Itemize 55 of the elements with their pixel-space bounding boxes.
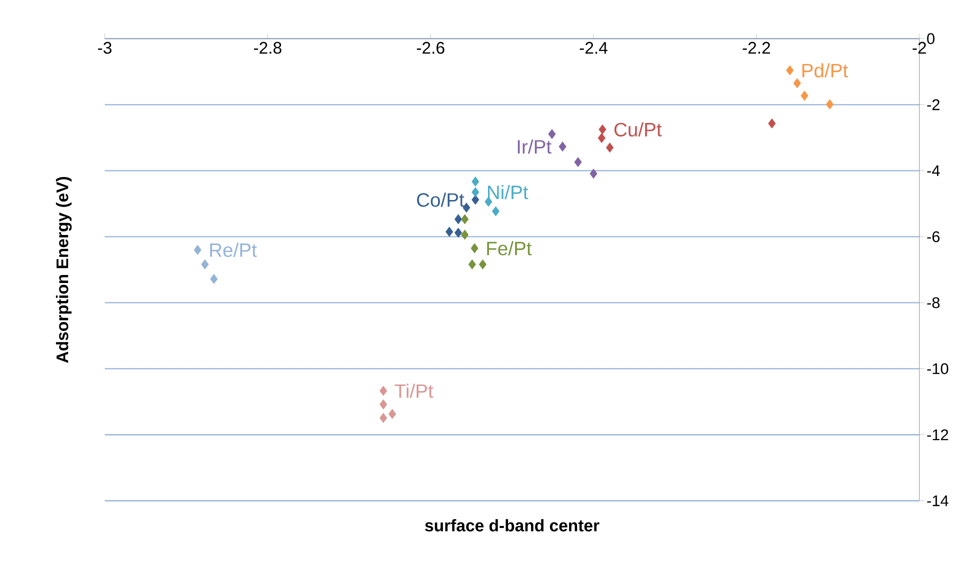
- point: [380, 386, 388, 396]
- y-tick-label: 0: [927, 33, 935, 44]
- y-tick-label: -10: [927, 363, 948, 374]
- x-tick-label: -2.2: [742, 42, 770, 54]
- point: [574, 157, 582, 168]
- point: [478, 260, 486, 270]
- x-tick-label: -2.8: [254, 42, 282, 54]
- point: [492, 206, 500, 216]
- point: [454, 214, 462, 224]
- point: [598, 124, 606, 134]
- point: [786, 66, 794, 76]
- point: [461, 230, 469, 240]
- series-label: Ir/Pt: [518, 140, 552, 154]
- y-tick-label: -6: [927, 231, 940, 242]
- y-tick-label: -14: [927, 496, 948, 506]
- point: [454, 228, 462, 238]
- point: [793, 78, 801, 88]
- y-tick-label: -8: [927, 297, 940, 308]
- y-axis-title: Adsorption Energy (eV): [56, 177, 72, 363]
- series-label: Pd/Pt: [802, 63, 848, 78]
- point: [194, 245, 202, 255]
- point: [548, 129, 556, 140]
- series-label: Re/Pt: [210, 242, 257, 258]
- point: [472, 194, 480, 205]
- point: [380, 400, 388, 410]
- point: [388, 409, 396, 419]
- series-label: Fe/Pt: [487, 241, 532, 256]
- point: [558, 142, 566, 152]
- point: [380, 413, 388, 423]
- point: [472, 187, 480, 198]
- point: [826, 100, 834, 110]
- point: [210, 274, 218, 284]
- point: [446, 227, 454, 237]
- x-tick-label: -2: [912, 42, 926, 54]
- point: [201, 260, 209, 270]
- x-tick-label: -3: [98, 42, 112, 54]
- series-label: Ti/Pt: [394, 384, 434, 398]
- point: [768, 118, 776, 129]
- x-tick-label: -2.4: [580, 42, 608, 54]
- point: [598, 133, 606, 144]
- point: [606, 142, 614, 153]
- y-tick-label: -4: [927, 166, 940, 176]
- point: [472, 176, 480, 187]
- point: [800, 91, 808, 101]
- series-label: Co/Pt: [417, 192, 464, 207]
- series-label: Ni/Pt: [488, 185, 528, 200]
- series-label: Cu/Pt: [614, 122, 662, 137]
- point: [470, 244, 478, 254]
- point: [590, 168, 598, 179]
- point: [461, 214, 469, 224]
- y-tick-label: -12: [927, 430, 948, 440]
- point: [468, 260, 476, 270]
- y-tick-label: -2: [927, 99, 940, 110]
- x-axis-title: surface d-band center: [425, 519, 600, 532]
- x-tick-label: -2.6: [416, 42, 444, 54]
